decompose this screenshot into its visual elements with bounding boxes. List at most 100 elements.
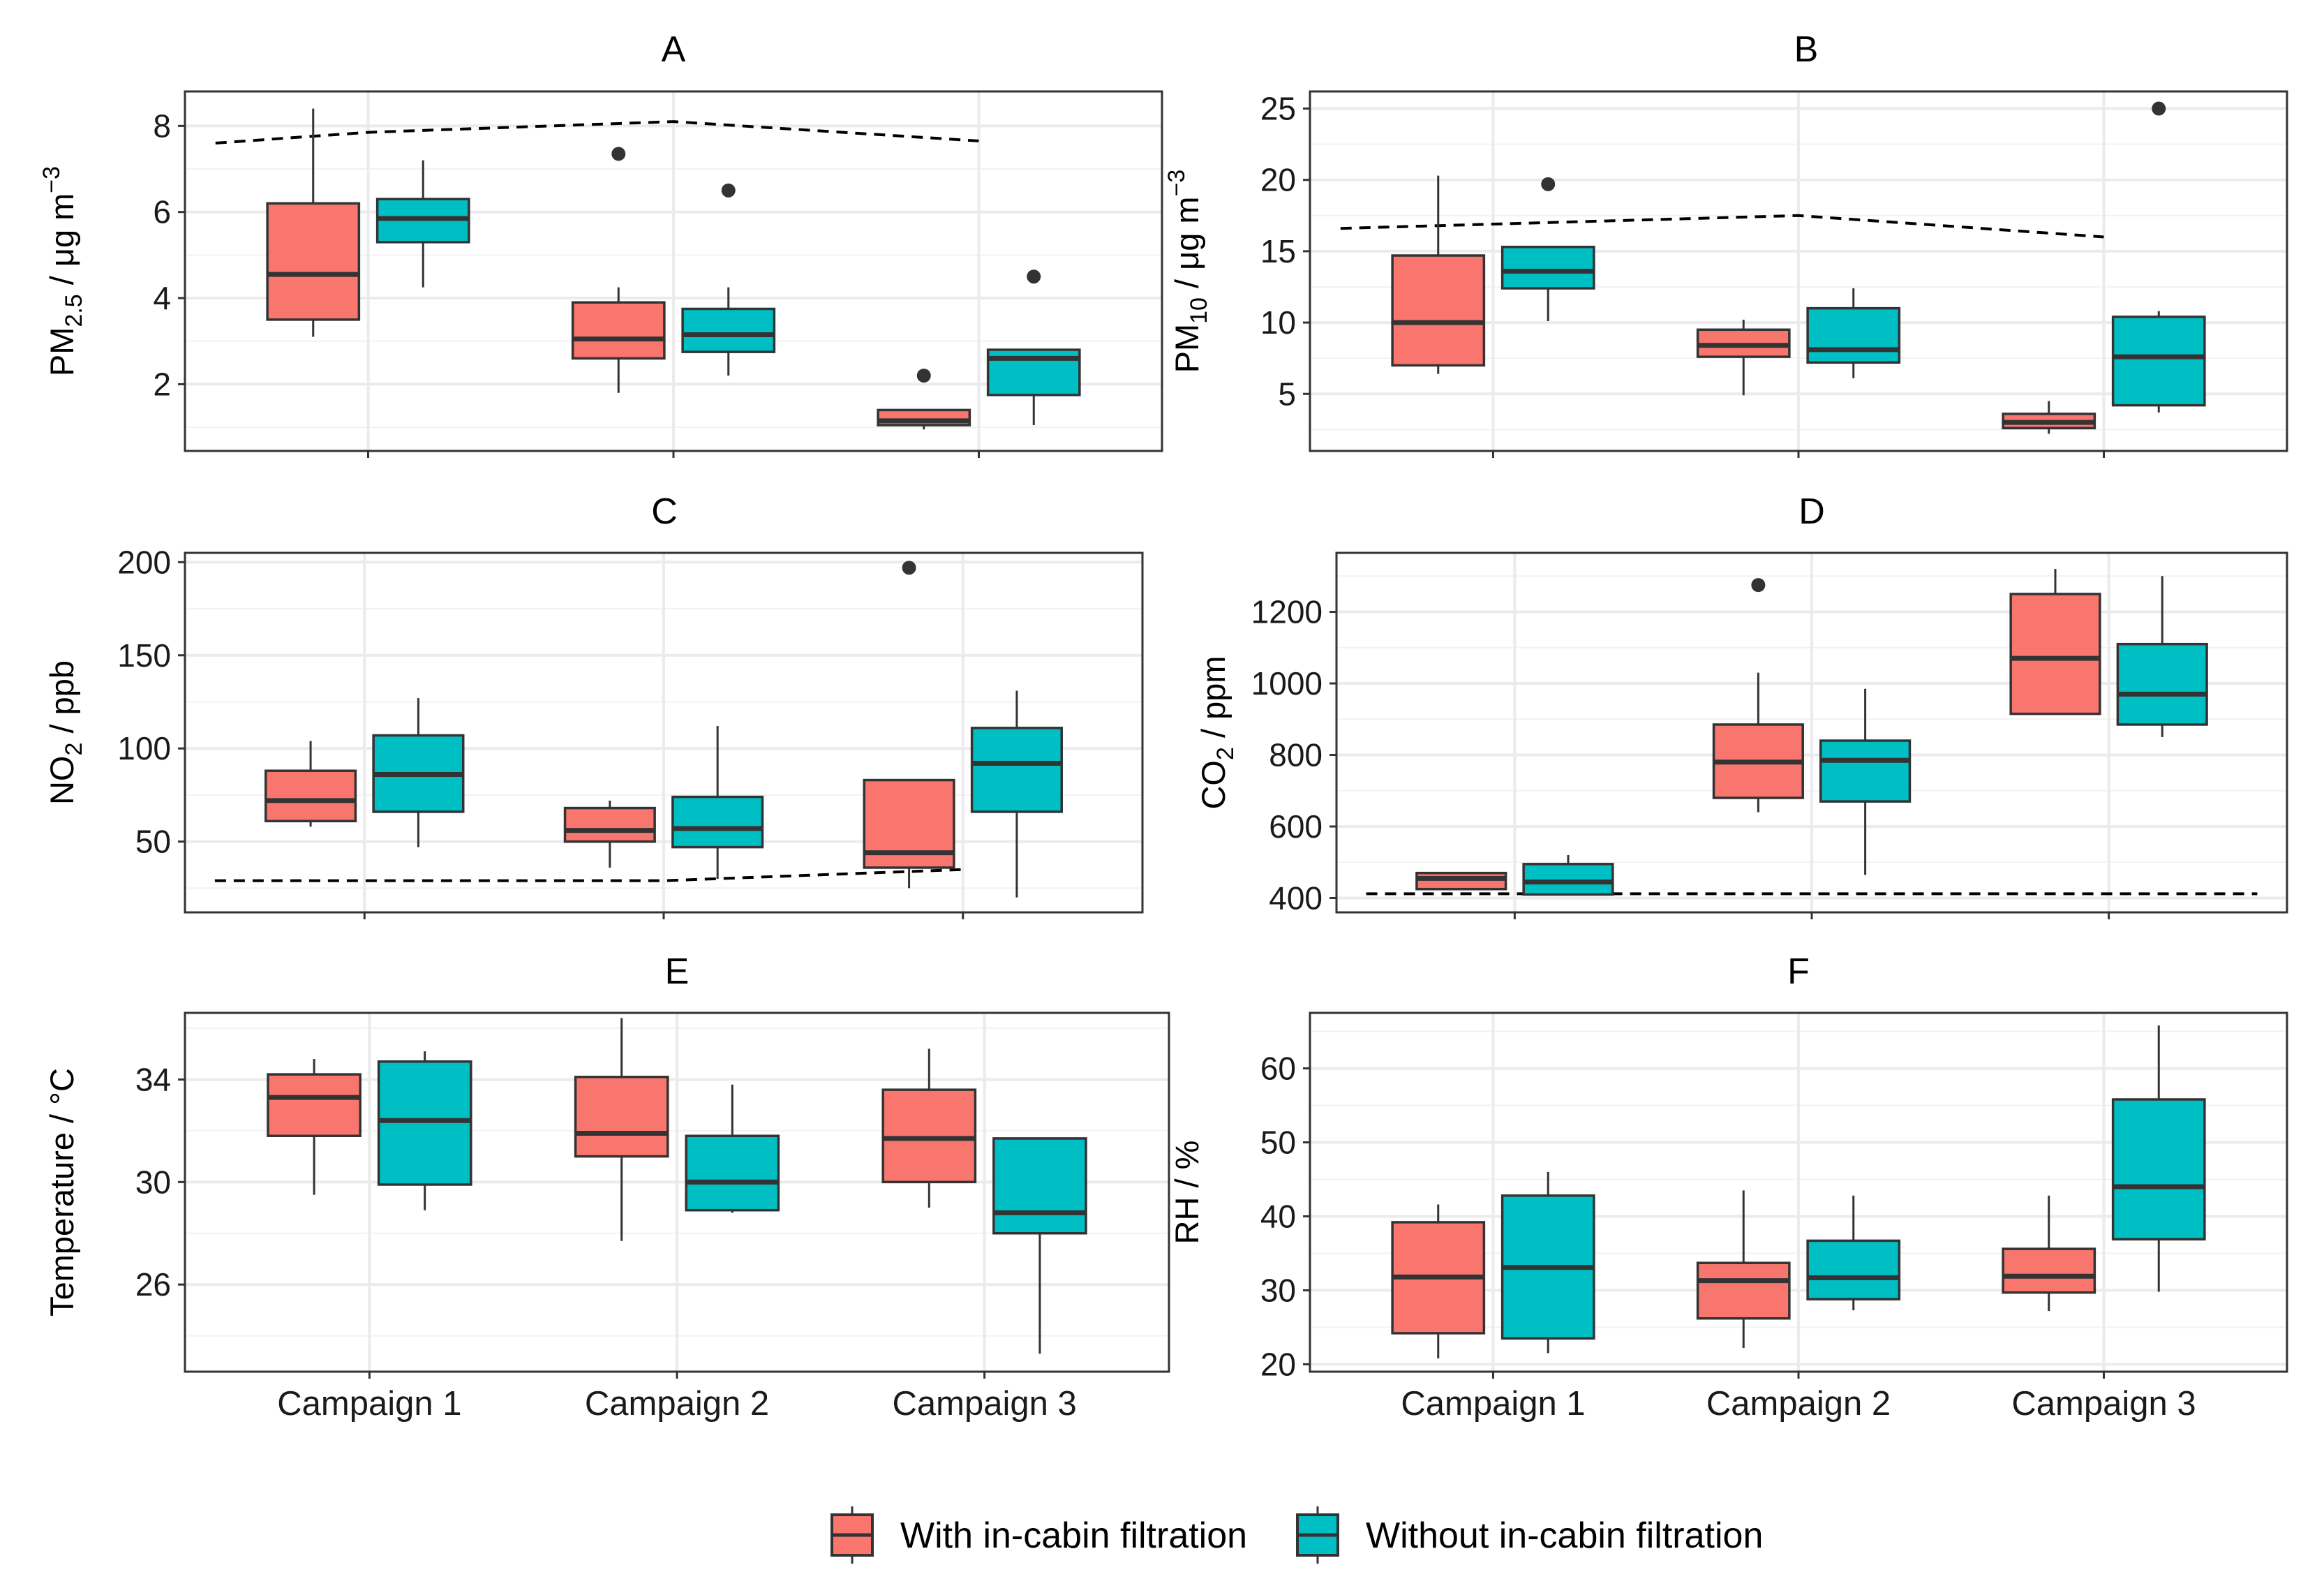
x-tick-label: Campaign 1 (1401, 1385, 1585, 1423)
panel-c: C 50 100 150 200 NO2 / ppb (43, 491, 1144, 919)
y-tick-label: 50 (135, 824, 171, 860)
y-tick-label: 4 (153, 280, 171, 316)
boxplot-with-filtration-1 (265, 741, 357, 827)
y-tick-label: 5 (1278, 376, 1296, 412)
y-axis-label: Temperature / °C (43, 1068, 80, 1317)
box-iqr (1500, 246, 1595, 290)
boxplot-with-filtration-1 (1391, 1204, 1486, 1358)
y-tick-label: 15 (1260, 233, 1296, 269)
box-iqr (1806, 306, 1901, 364)
y-axis-label-main: NO (43, 756, 80, 806)
boxplot-with-filtration-2 (1712, 578, 1804, 813)
y-axis-label-unit: / ppm (1195, 655, 1232, 747)
x-tick-label: Campaign 2 (1706, 1385, 1891, 1423)
panel-f: F 20 30 40 50 60 Campaign 1 Campaign 2 Campaign … (1168, 951, 2288, 1423)
legend-item-with-filtration: With in-cabin filtration (830, 1506, 1247, 1564)
y-axis-label: PM10 / μg m−3 (1163, 170, 1212, 373)
box-iqr (1696, 1261, 1791, 1320)
panel-title: F (1787, 951, 1810, 992)
y-tick-label: 1000 (1251, 665, 1323, 702)
reference-line (1340, 214, 2104, 239)
boxplot-without-filtration-1 (372, 698, 465, 847)
boxplot-without-filtration-2 (681, 183, 776, 376)
boxplot-without-filtration-2 (1806, 288, 1901, 378)
box-iqr (267, 1073, 362, 1137)
y-axis-label: CO2 / ppm (1195, 655, 1239, 809)
outlier-point (721, 183, 736, 198)
boxplot-without-filtration-3 (2111, 1025, 2206, 1292)
box-iqr (2009, 593, 2101, 716)
boxplot-without-filtration-1 (1522, 855, 1614, 896)
boxplot-with-filtration-2 (1696, 319, 1791, 396)
y-tick-label: 200 (117, 544, 171, 580)
boxplot-with-filtration-3 (2002, 1195, 2096, 1312)
box-iqr (1806, 1239, 1901, 1300)
box-iqr (1819, 739, 1912, 803)
box-iqr (671, 795, 764, 849)
y-axis-label-subscript: 2.5 (61, 294, 87, 327)
boxplot-with-filtration-3 (2009, 569, 2101, 716)
outlier-point (916, 369, 931, 383)
outlier-point (2152, 101, 2166, 116)
y-tick-label: 50 (1260, 1124, 1296, 1160)
boxplot-without-filtration-1 (1500, 177, 1595, 322)
boxplot-without-filtration-2 (1806, 1195, 1901, 1311)
boxplot-without-filtration-3 (986, 269, 1081, 425)
boxplot-without-filtration-2 (685, 1084, 780, 1213)
outlier-point (1751, 578, 1766, 593)
box-iqr (571, 301, 666, 360)
boxplot-with-filtration-1 (1391, 175, 1486, 374)
outlier-point (1541, 177, 1556, 191)
panel-a: A 2 4 6 8 PM2.5 / μg m−3 (38, 29, 1163, 458)
legend: With in-cabin filtration Without in-cabi… (830, 1506, 1763, 1564)
boxplot-without-filtration-2 (671, 726, 764, 879)
boxplot-with-filtration-2 (1696, 1190, 1791, 1349)
boxplot-with-filtration-3 (877, 369, 971, 430)
box-iqr (1391, 254, 1486, 367)
y-axis-label: NO2 / ppb (43, 660, 87, 805)
y-tick-label: 150 (117, 637, 171, 674)
box-iqr (377, 1060, 472, 1186)
boxplot-with-filtration-2 (574, 1018, 669, 1241)
box-iqr (681, 307, 776, 353)
box-iqr (2002, 1247, 2096, 1294)
boxplot-with-filtration-2 (571, 147, 666, 393)
y-axis-label-main: PM (43, 327, 80, 377)
boxplot-with-filtration-1 (266, 108, 361, 337)
outlier-point (611, 147, 626, 161)
boxplot-without-filtration-1 (377, 1051, 472, 1210)
y-axis-label-main: Temperature / °C (43, 1068, 80, 1317)
y-tick-label: 25 (1260, 91, 1296, 127)
box-iqr (563, 806, 656, 843)
box-iqr (574, 1076, 669, 1158)
outlier-point (902, 561, 916, 575)
y-tick-label: 8 (153, 108, 171, 144)
reference-line (215, 120, 979, 145)
boxplot-with-filtration-3 (2002, 401, 2096, 434)
boxplot-without-filtration-3 (970, 690, 1063, 898)
box-iqr (992, 1137, 1087, 1235)
panel-e: E 26 30 34 Campaign 1 Campaign 2 Campaign 3 Tem… (43, 951, 1170, 1423)
y-axis-label: PM2.5 / μg m−3 (38, 166, 87, 376)
y-tick-label: 2 (153, 366, 171, 402)
y-axis-label-unit: / μg m (1168, 196, 1205, 297)
x-tick-label: Campaign 3 (2011, 1385, 2196, 1423)
box-iqr (881, 1088, 977, 1184)
y-tick-label: 600 (1269, 808, 1323, 845)
y-tick-label: 30 (1260, 1272, 1296, 1308)
y-tick-label: 40 (1260, 1198, 1296, 1234)
y-tick-label: 20 (1260, 162, 1296, 198)
y-axis-label-superscript: −3 (1163, 170, 1190, 197)
panel-title: D (1798, 491, 1825, 532)
legend-label-without-filtration: Without in-cabin filtration (1366, 1515, 1763, 1556)
boxplot-with-filtration-3 (881, 1048, 977, 1208)
y-axis-label-superscript: −3 (38, 166, 65, 193)
y-tick-label: 400 (1269, 880, 1323, 917)
y-axis-label-subscript: 10 (1186, 297, 1212, 324)
boxplot-with-filtration-3 (863, 561, 955, 889)
box-iqr (266, 202, 361, 321)
box-iqr (1522, 863, 1614, 896)
x-tick-label: Campaign 3 (893, 1385, 1077, 1423)
